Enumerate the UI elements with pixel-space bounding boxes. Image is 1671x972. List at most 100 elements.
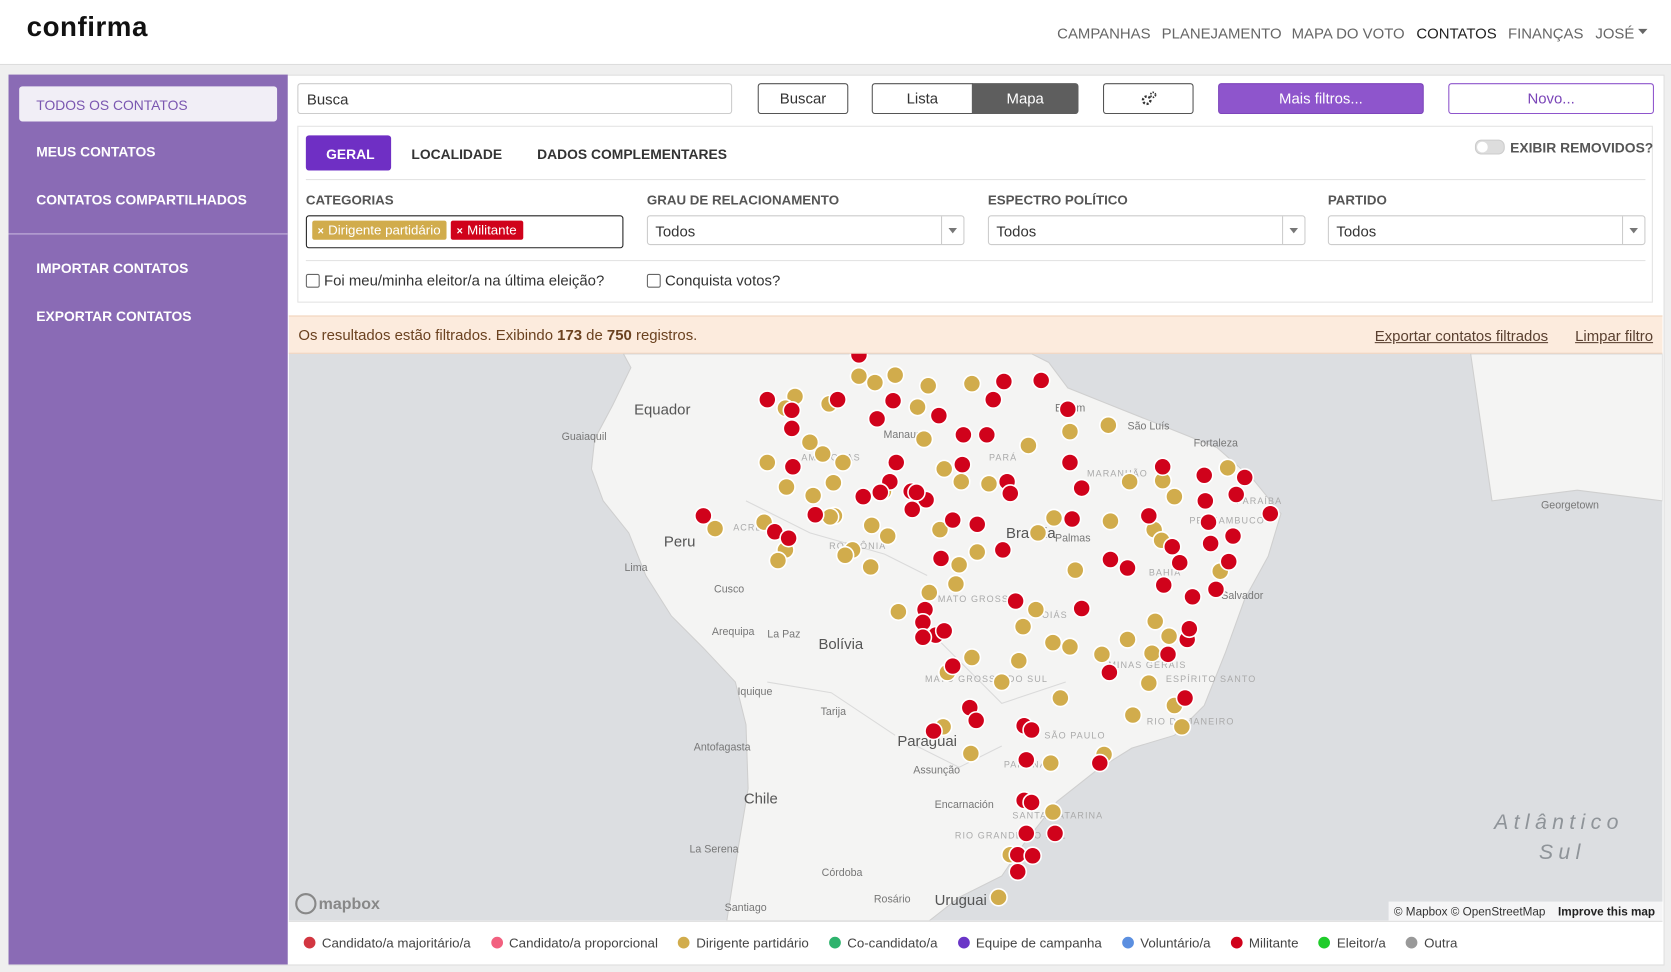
clear-filter-link[interactable]: Limpar filtro (1575, 327, 1654, 345)
map-marker[interactable] (705, 519, 725, 538)
map-marker[interactable] (1120, 472, 1139, 492)
map-marker[interactable] (1145, 611, 1165, 631)
map-marker[interactable] (994, 372, 1014, 391)
tag-remove[interactable]: × (456, 225, 463, 238)
map-marker[interactable] (1170, 553, 1190, 573)
checkbox[interactable]: Foi meu/minha eleitor/a na última eleiçã… (305, 272, 604, 289)
map-marker[interactable] (1062, 509, 1082, 529)
map-marker[interactable] (943, 510, 963, 530)
map-marker[interactable] (1219, 552, 1239, 571)
map-marker[interactable] (967, 514, 987, 534)
user-menu[interactable]: JOSÉ (1595, 24, 1635, 42)
map-marker[interactable] (1165, 487, 1184, 506)
map-marker[interactable] (1031, 371, 1051, 390)
more-filters-button[interactable]: Mais filtros... (1218, 83, 1424, 115)
map-marker[interactable] (889, 602, 908, 622)
new-button[interactable]: Novo... (1448, 83, 1654, 115)
map-marker[interactable] (908, 397, 927, 417)
map-marker[interactable] (967, 542, 987, 562)
map-marker[interactable] (907, 483, 926, 502)
map-marker[interactable] (824, 473, 843, 493)
map-marker[interactable] (1023, 846, 1042, 866)
map-marker[interactable] (1019, 436, 1038, 455)
map[interactable]: Equador Guaiaquil Peru Lima Cusco Arequipa La … (288, 353, 1663, 921)
map-marker[interactable] (800, 432, 820, 452)
select[interactable]: Todos (987, 215, 1306, 246)
map-marker[interactable] (849, 366, 869, 386)
map-marker[interactable] (1194, 465, 1214, 485)
map-marker[interactable] (1013, 617, 1033, 636)
map-marker[interactable] (951, 472, 971, 492)
nav-link[interactable]: MAPA DO VOTO (1291, 24, 1405, 42)
improve-map-link[interactable]: Improve this map (1558, 905, 1655, 918)
map-marker[interactable] (1142, 643, 1162, 663)
map-marker[interactable] (914, 429, 934, 449)
map-marker[interactable] (954, 425, 973, 445)
map-marker[interactable] (779, 528, 798, 548)
map-marker[interactable] (870, 483, 890, 502)
map-marker[interactable] (924, 721, 943, 741)
map-marker[interactable] (878, 526, 898, 546)
map-marker[interactable] (1009, 651, 1029, 671)
map-marker[interactable] (861, 557, 881, 577)
map-marker[interactable] (782, 419, 802, 438)
map-marker[interactable] (1172, 717, 1192, 737)
map-marker[interactable] (1235, 468, 1255, 487)
sidebar-action[interactable]: EXPORTAR CONTATOS (36, 307, 192, 324)
map-marker[interactable] (930, 520, 950, 539)
map-marker[interactable] (1153, 457, 1173, 477)
map-marker[interactable] (1139, 506, 1159, 526)
map-marker[interactable] (835, 545, 855, 565)
map-marker[interactable] (1118, 558, 1137, 578)
map-marker[interactable] (805, 505, 825, 525)
map-marker[interactable] (1195, 491, 1215, 511)
map-marker[interactable] (1092, 645, 1112, 664)
map-marker[interactable] (934, 459, 954, 479)
map-marker[interactable] (1101, 511, 1120, 531)
map-marker[interactable] (1016, 750, 1036, 770)
tag[interactable]: × Dirigente partidário (312, 220, 448, 240)
map-marker[interactable] (962, 374, 982, 393)
map-marker[interactable] (1051, 688, 1070, 708)
search-button[interactable]: Buscar (757, 83, 849, 115)
map-marker[interactable] (853, 487, 873, 506)
logo[interactable]: confirma (26, 10, 148, 43)
map-marker[interactable] (966, 711, 986, 730)
map-marker[interactable] (1118, 630, 1137, 649)
map-marker[interactable] (803, 486, 823, 505)
map-marker[interactable] (1008, 862, 1028, 882)
map-marker[interactable] (1045, 824, 1065, 843)
map-marker[interactable] (768, 551, 788, 570)
map-marker[interactable] (1154, 575, 1174, 595)
map-marker[interactable] (1100, 663, 1119, 682)
map-marker[interactable] (833, 453, 853, 472)
select[interactable]: Todos (646, 215, 965, 246)
map-marker[interactable] (946, 574, 966, 594)
map-marker[interactable] (1058, 399, 1078, 419)
map-marker[interactable] (962, 648, 982, 667)
map-marker[interactable] (1060, 637, 1080, 657)
map-marker[interactable] (1028, 523, 1048, 543)
map-marker[interactable] (1183, 587, 1202, 607)
sidebar-item[interactable]: MEUS CONTATOS (36, 143, 156, 160)
map-marker[interactable] (1022, 720, 1041, 740)
map-marker[interactable] (1206, 580, 1226, 599)
map-marker[interactable] (992, 672, 1012, 692)
export-link[interactable]: Exportar contatos filtrados (1374, 327, 1549, 345)
map-marker[interactable] (943, 656, 963, 676)
map-marker[interactable] (883, 391, 903, 411)
tag[interactable]: × Militante (451, 220, 524, 240)
map-marker[interactable] (1201, 534, 1220, 553)
map-marker[interactable] (1060, 453, 1080, 472)
map-marker[interactable] (1179, 619, 1199, 639)
map-marker[interactable] (813, 444, 833, 464)
map-marker[interactable] (913, 627, 933, 647)
nav-link[interactable]: PLANEJAMENTO (1161, 24, 1282, 42)
map-marker[interactable] (931, 549, 951, 568)
map-marker[interactable] (1090, 753, 1110, 773)
map-marker[interactable] (961, 744, 981, 763)
tab[interactable]: LOCALIDADE (411, 146, 503, 162)
map-marker[interactable] (1060, 422, 1080, 441)
map-marker[interactable] (949, 555, 969, 575)
map-marker[interactable] (1043, 802, 1063, 822)
